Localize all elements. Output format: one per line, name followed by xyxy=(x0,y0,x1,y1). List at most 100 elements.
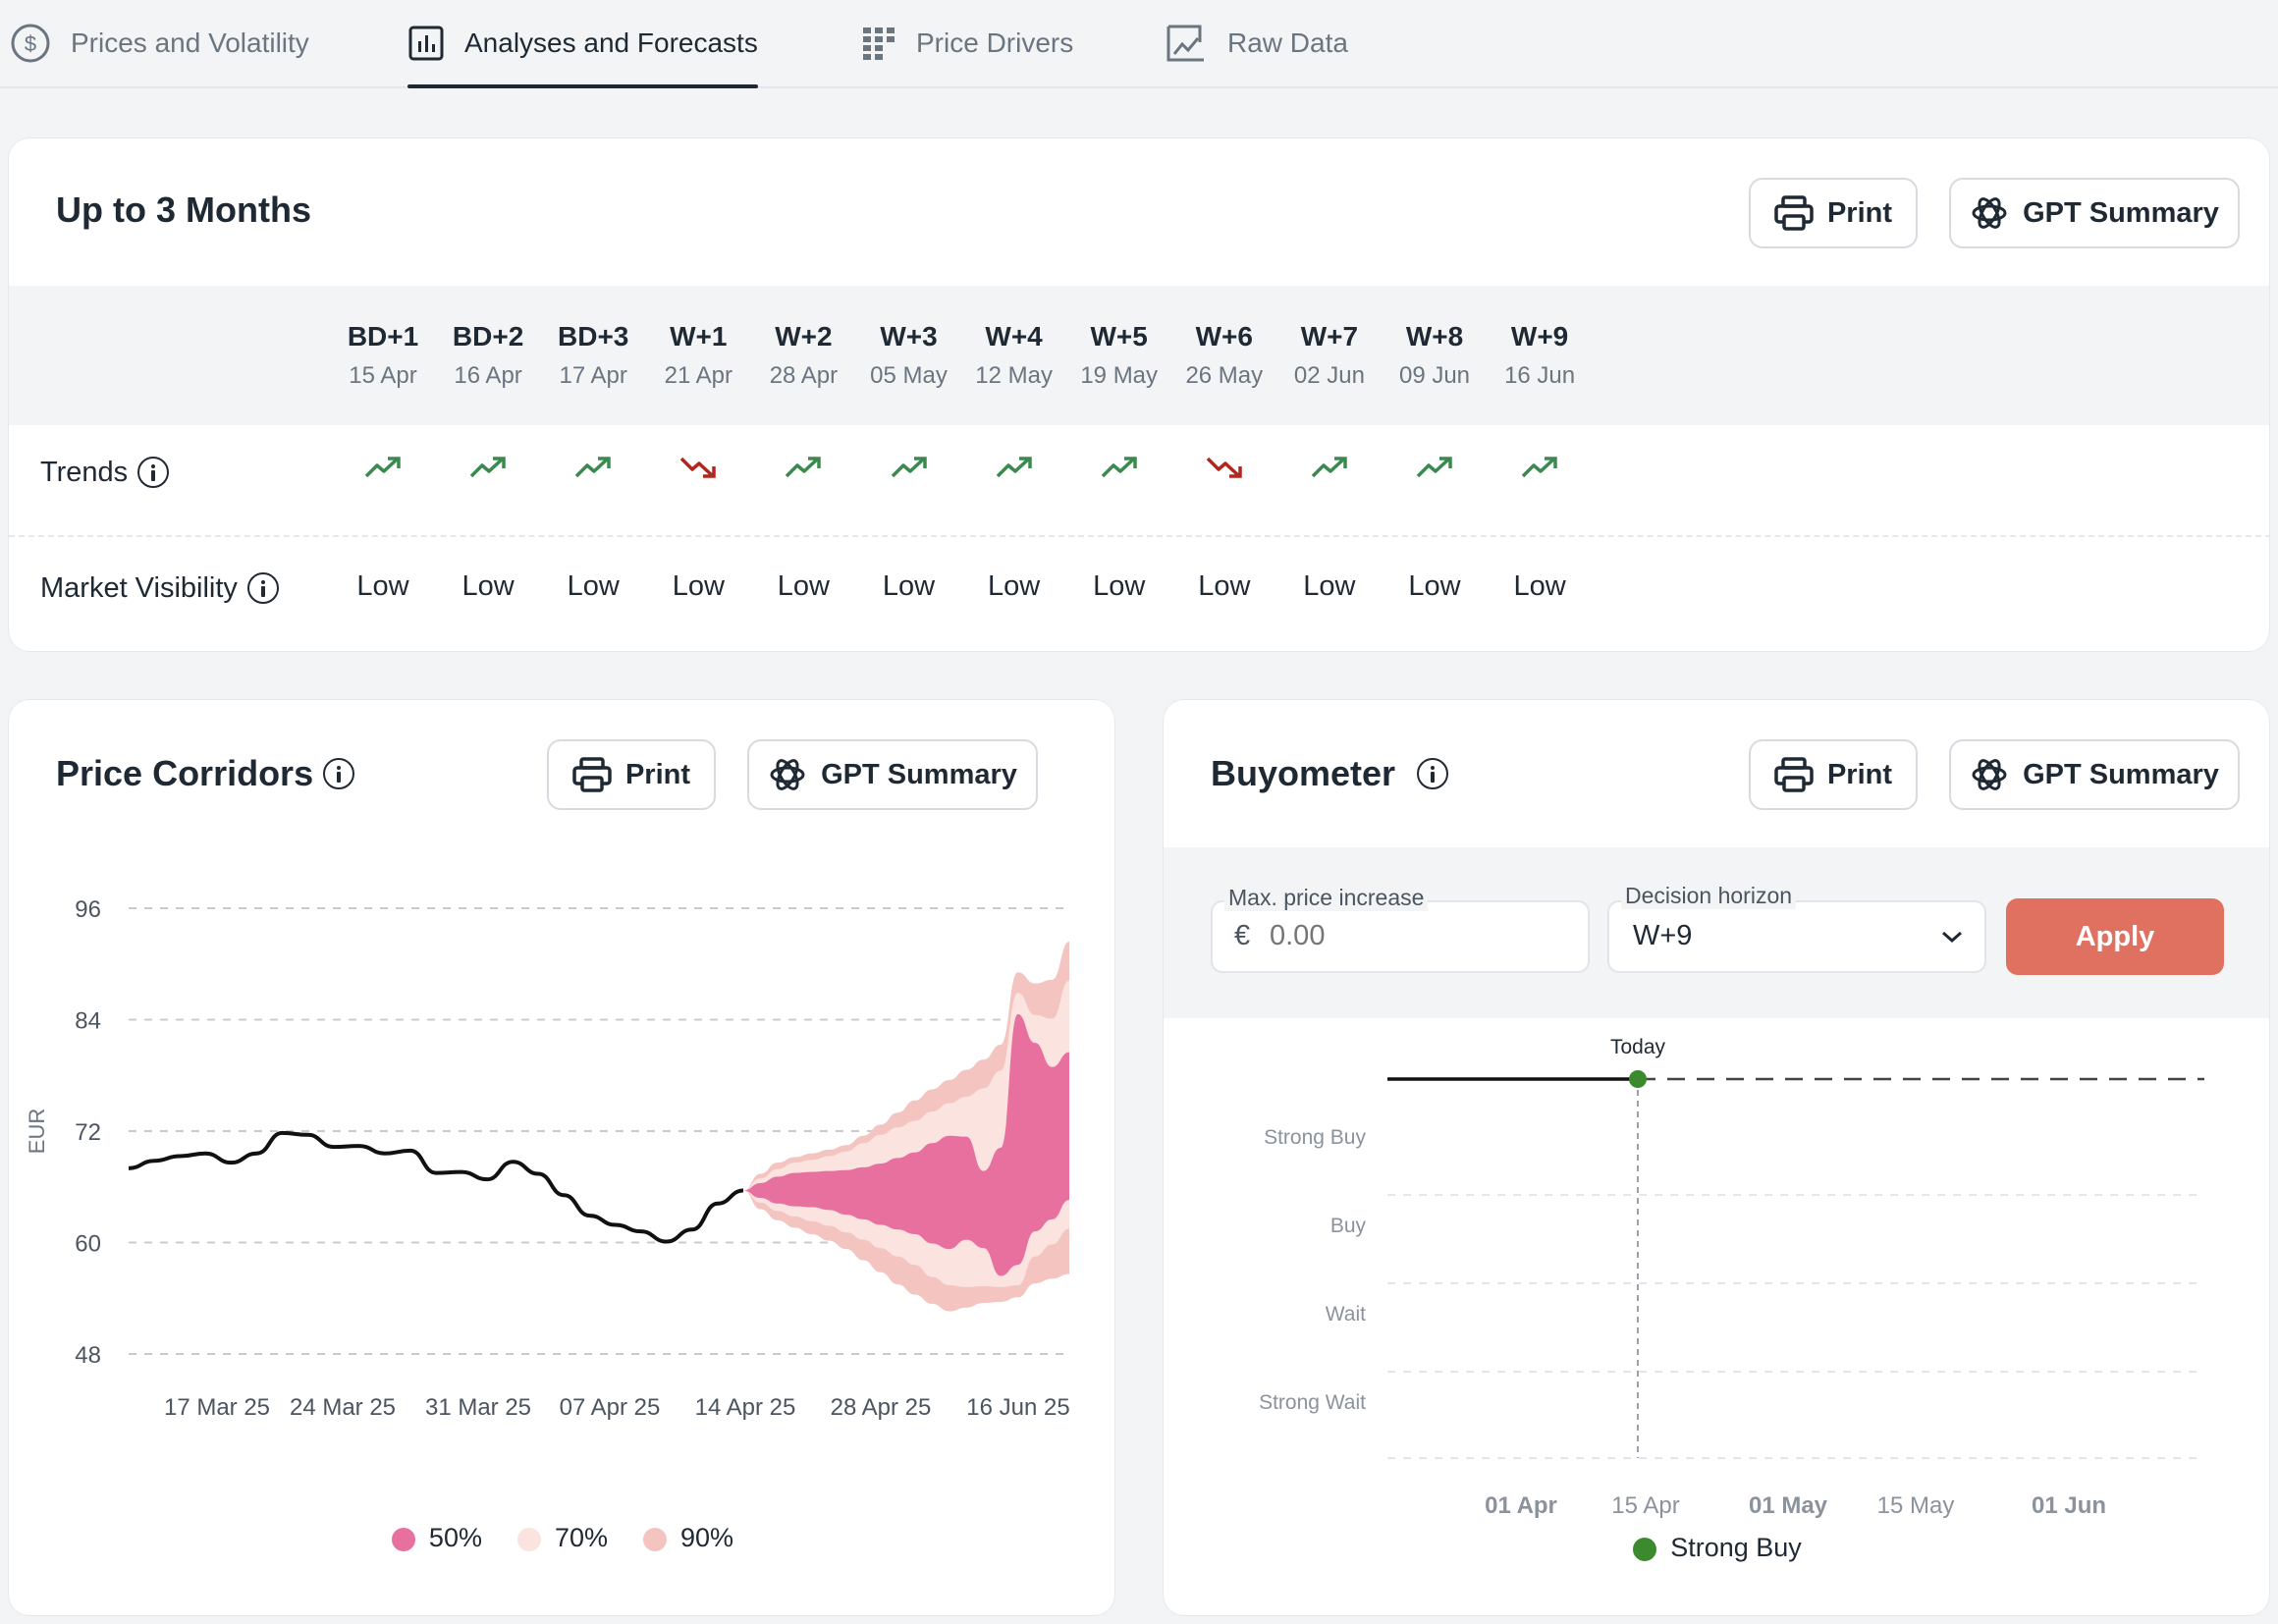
apply-button[interactable]: Apply xyxy=(2006,898,2224,975)
legend-label: 50% xyxy=(428,1523,482,1552)
info-icon[interactable] xyxy=(1417,758,1449,789)
tab-raw-data[interactable]: Raw Data xyxy=(1165,0,1348,86)
print-button[interactable]: Print xyxy=(1749,739,1918,810)
print-label: Print xyxy=(1826,196,1893,229)
period-code: W+6 xyxy=(1195,321,1253,352)
trend-arrow xyxy=(364,457,401,478)
forecast-column-header: W+2 28 Apr xyxy=(730,321,877,390)
history-line xyxy=(128,1130,744,1244)
tab-label: Analyses and Forecasts xyxy=(464,27,758,58)
trend-up-icon xyxy=(519,455,667,485)
row-divider xyxy=(9,535,2269,537)
openai-icon xyxy=(1972,759,2007,790)
trend-down-icon xyxy=(1151,455,1298,485)
period-date: 26 May xyxy=(1185,362,1264,389)
band-50 xyxy=(743,1013,1069,1276)
gpt-summary-label: GPT Summary xyxy=(2023,196,2219,229)
market-visibility-value: Low xyxy=(882,570,936,602)
period-date: 19 May xyxy=(1080,362,1159,389)
trend-line xyxy=(1206,457,1239,477)
decision-horizon-label: Decision horizon xyxy=(1621,883,1797,909)
trend-arrow xyxy=(1521,457,1557,478)
period-date: 05 May xyxy=(870,362,948,389)
trend-up-icon xyxy=(1046,455,1193,485)
bar-chart-icon xyxy=(408,26,444,61)
x-tick-label: 01 Jun xyxy=(2032,1492,2106,1519)
currency-symbol: € xyxy=(1234,920,1251,951)
trend-up-icon xyxy=(1466,455,1613,485)
trend-line xyxy=(786,458,819,478)
info-icon[interactable] xyxy=(246,572,279,604)
market-visibility-value: Low xyxy=(1093,570,1146,602)
y-level-label: Strong Buy xyxy=(1264,1126,1366,1149)
trend-up-icon xyxy=(1361,455,1508,485)
grid-icon xyxy=(863,27,895,60)
y-level-label: Buy xyxy=(1330,1215,1367,1237)
max-price-field[interactable]: € xyxy=(1211,900,1590,973)
price-corridors-title-text: Price Corridors xyxy=(56,753,314,793)
gpt-summary-button[interactable]: GPT Summary xyxy=(1949,178,2240,248)
info-icon[interactable] xyxy=(323,758,355,789)
buyometer-legend: Strong Buy xyxy=(1164,1533,2269,1563)
price-corridors-title: Price Corridors xyxy=(56,753,355,794)
visibility-label: Market Visibility xyxy=(40,571,238,604)
price-corridors-legend: 50% 70% 90% xyxy=(9,1523,1114,1553)
tab-label: Price Drivers xyxy=(916,27,1074,58)
period-code: W+1 xyxy=(670,321,728,352)
print-button[interactable]: Print xyxy=(547,739,716,810)
legend-label: 70% xyxy=(554,1523,609,1552)
tab-analyses-and-forecasts[interactable]: Analyses and Forecasts xyxy=(407,0,758,88)
trend-arrowhead xyxy=(703,466,717,478)
dollar-circle-icon: $ xyxy=(11,24,50,63)
y-tick-label: 72 xyxy=(75,1119,101,1146)
gpt-summary-button[interactable]: GPT Summary xyxy=(747,739,1038,810)
forecast-column-header: W+1 21 Apr xyxy=(624,321,772,390)
y-level-label: Wait xyxy=(1326,1303,1366,1326)
max-price-input[interactable] xyxy=(1270,916,1564,955)
forecast-column-header: W+7 02 Jun xyxy=(1256,321,1403,390)
x-tick-label: 24 Mar 25 xyxy=(290,1394,396,1421)
gpt-summary-button[interactable]: GPT Summary xyxy=(1949,739,2240,810)
trend-arrowhead xyxy=(1018,457,1032,468)
period-date: 15 Apr xyxy=(349,362,417,389)
trend-up-icon xyxy=(836,455,983,485)
forecast-card: Up to 3 Months Print GPT Summary BD+1 15 … xyxy=(8,137,2270,652)
forecast-column-header: BD+1 15 Apr xyxy=(309,321,457,390)
tab-prices-and-volatility[interactable]: $ Prices and Volatility xyxy=(10,0,309,86)
y-axis-label: EUR xyxy=(25,1109,49,1154)
period-code: W+3 xyxy=(880,321,938,352)
tab-price-drivers[interactable]: Price Drivers xyxy=(861,0,1073,86)
legend-item-70: 70% xyxy=(516,1523,609,1553)
tab-label: Prices and Volatility xyxy=(71,27,309,58)
trend-line xyxy=(364,458,399,478)
market-visibility-value: Low xyxy=(1408,570,1461,602)
tab-label: Raw Data xyxy=(1227,27,1348,58)
buyometer-title-text: Buyometer xyxy=(1211,753,1396,793)
period-date: 16 Apr xyxy=(454,362,522,389)
forecast-column-header: W+6 26 May xyxy=(1151,321,1298,390)
period-code: W+8 xyxy=(1405,321,1464,352)
price-corridors-card: Price Corridors Print GPT Summary 96 84 72… xyxy=(8,699,1115,1616)
market-visibility-value: Low xyxy=(987,570,1041,602)
chevron-down-icon xyxy=(1942,931,1962,944)
forecast-column-header: W+9 16 Jun xyxy=(1466,321,1613,390)
trend-arrowhead xyxy=(1123,457,1137,468)
x-tick-label: 15 Apr xyxy=(1611,1492,1679,1519)
forecast-title: Up to 3 Months xyxy=(56,189,311,230)
period-date: 17 Apr xyxy=(559,362,627,389)
market-visibility-value: Low xyxy=(356,570,409,602)
trend-arrow xyxy=(786,457,822,478)
decision-horizon-select[interactable]: W+9 xyxy=(1607,900,1986,973)
legend-swatch xyxy=(1633,1537,1657,1561)
print-button[interactable]: Print xyxy=(1749,178,1918,248)
trend-arrowhead xyxy=(1333,457,1347,468)
trend-arrowhead xyxy=(1439,457,1452,468)
trend-arrowhead xyxy=(913,457,927,468)
legend-swatch xyxy=(643,1527,668,1551)
period-code: BD+1 xyxy=(347,321,419,352)
x-tick-label: 14 Apr 25 xyxy=(695,1394,796,1421)
info-icon[interactable] xyxy=(137,457,170,488)
legend-swatch xyxy=(391,1527,415,1551)
period-code: BD+2 xyxy=(452,321,524,352)
trend-line xyxy=(680,457,714,477)
